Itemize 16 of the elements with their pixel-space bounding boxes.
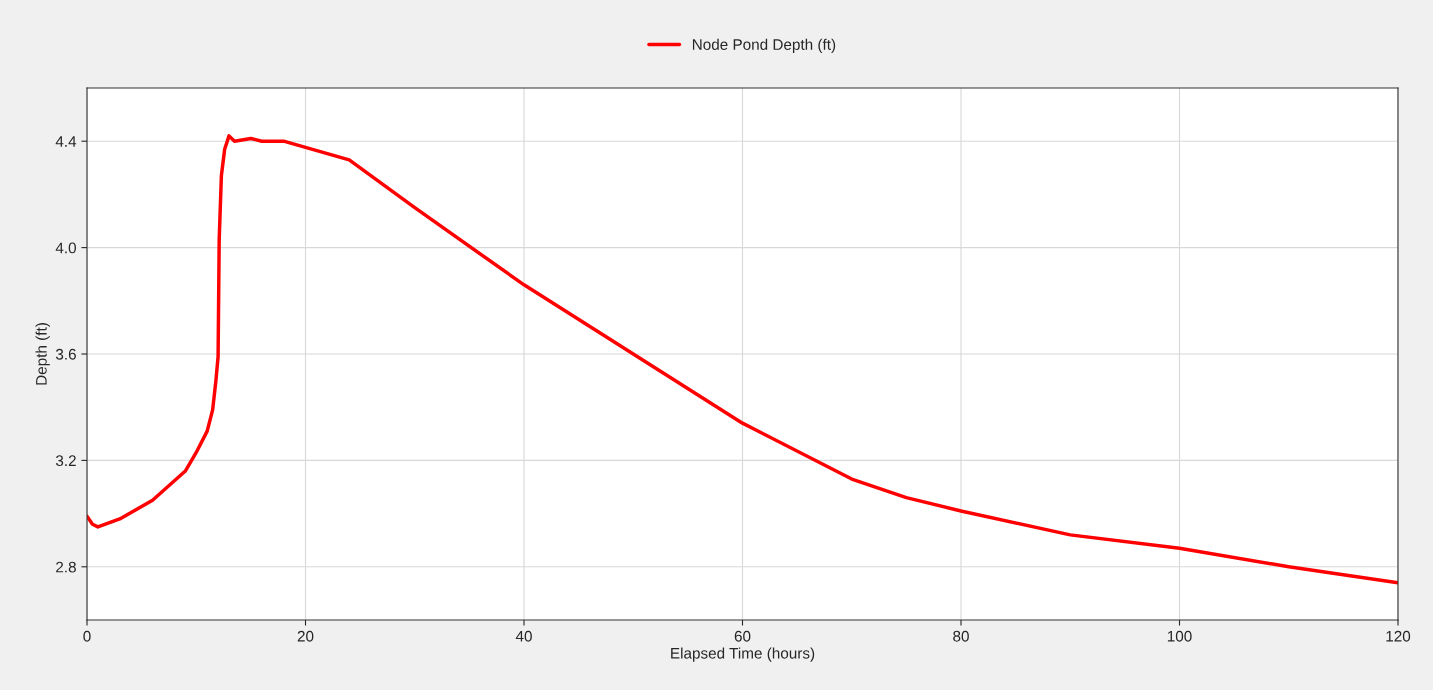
legend-label: Node Pond Depth (ft) xyxy=(692,38,836,53)
line-series xyxy=(87,134,1398,585)
x-tick-label: 20 xyxy=(297,630,314,642)
y-tick-label: 3.2 xyxy=(55,455,76,467)
y-tick-label: 4.4 xyxy=(55,136,77,147)
x-axis-title: Elapsed Time (hours) xyxy=(671,647,815,662)
y-tick-label: 3.6 xyxy=(55,348,76,360)
x-tick-label: 120 xyxy=(1386,630,1411,642)
y-tick-label: 2.8 xyxy=(56,561,76,573)
x-tick-label: 0 xyxy=(83,630,91,642)
x-tick-label: 40 xyxy=(515,630,532,642)
x-tick-label: 60 xyxy=(734,630,751,642)
y-tick-label: 4.0 xyxy=(55,242,76,254)
x-tick-label: 80 xyxy=(953,630,969,642)
x-tick-label: 100 xyxy=(1167,630,1192,642)
y-axis-title: Depth (ft) xyxy=(35,323,50,385)
